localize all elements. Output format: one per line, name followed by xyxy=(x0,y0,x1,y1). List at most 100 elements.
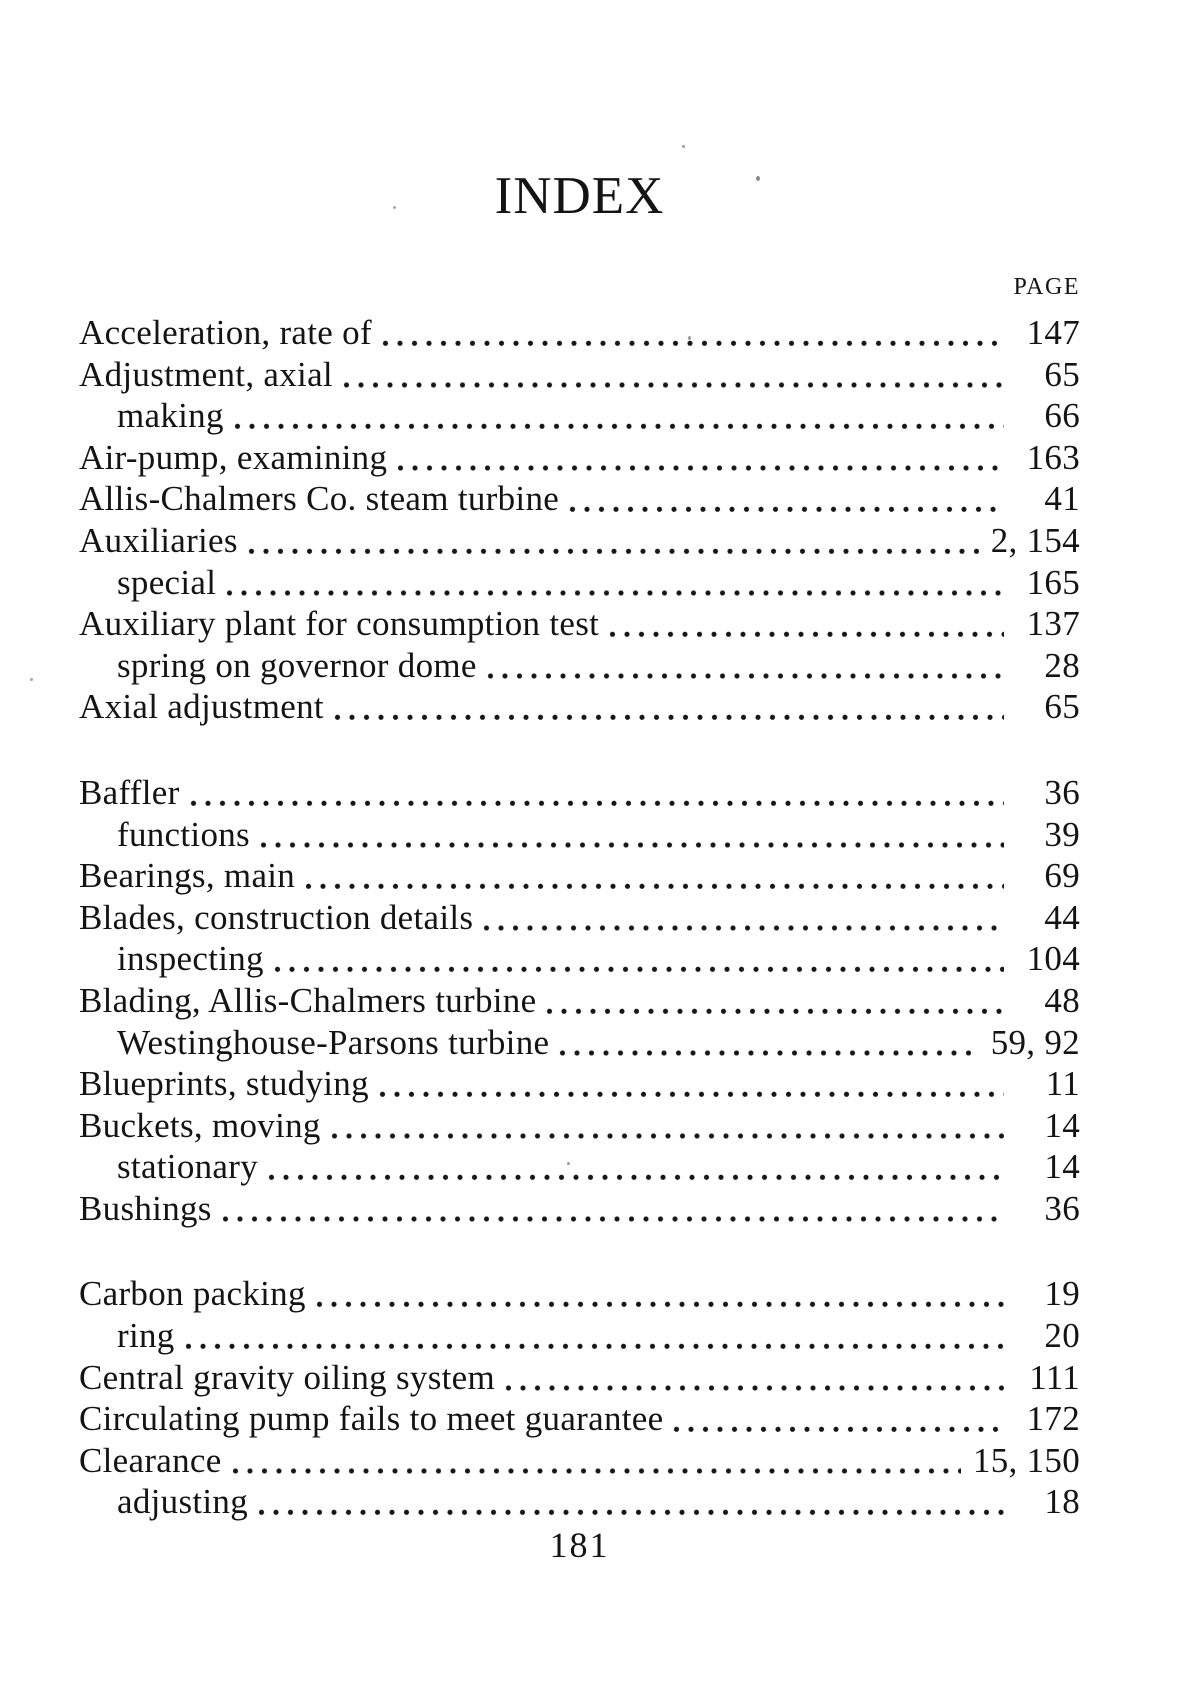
entry-page-number: 41 xyxy=(1044,479,1080,519)
index-entry-row: Blading, Allis-Chalmers turbine 48 xyxy=(79,979,1080,1022)
entry-page-number: 36 xyxy=(1044,772,1080,812)
entry-page-number: 36 xyxy=(1044,1188,1080,1228)
index-entry-row: making 66 xyxy=(79,395,1080,437)
dot-leader xyxy=(543,979,1004,1022)
dot-leader xyxy=(256,813,1004,856)
entry-page-number: 18 xyxy=(1044,1482,1080,1522)
entry-page-number: 39 xyxy=(1044,814,1080,854)
dot-leader xyxy=(223,561,1004,604)
scan-speck xyxy=(682,145,685,148)
entry-label: Buckets, moving xyxy=(79,1105,321,1145)
dot-leader xyxy=(244,519,979,562)
index-entry-row: Baffler 36 xyxy=(79,771,1080,814)
entry-page-number: 19 xyxy=(1044,1274,1080,1314)
entry-page-number: 44 xyxy=(1044,897,1080,937)
entry-label: special xyxy=(117,562,217,602)
dot-leader xyxy=(375,1063,1004,1105)
entry-page-number: 65 xyxy=(1044,354,1080,394)
scan-speck xyxy=(688,336,691,340)
index-entry-row: Central gravity oiling system 111 xyxy=(79,1356,1080,1399)
entry-label: Allis-Chalmers Co. steam turbine xyxy=(79,479,560,519)
dot-leader xyxy=(502,1356,1004,1399)
index-entry-row: inspecting 104 xyxy=(79,938,1080,980)
index-entry-row: Carbon packing 19 xyxy=(79,1273,1080,1316)
entry-page-number: 172 xyxy=(1026,1399,1080,1439)
dot-leader xyxy=(186,771,1004,814)
entry-label: Carbon packing xyxy=(79,1274,306,1314)
dot-leader xyxy=(378,312,1004,354)
entry-label: Auxiliaries xyxy=(79,520,238,560)
entry-page-number: 20 xyxy=(1044,1316,1080,1356)
folio-page-number: 181 xyxy=(549,1525,610,1565)
entry-page-number: 165 xyxy=(1026,562,1080,602)
entry-page-number: 48 xyxy=(1044,980,1080,1020)
entry-label: Clearance xyxy=(79,1440,222,1480)
index-entry-row: Adjustment, axial 65 xyxy=(79,353,1080,396)
entry-page-number: 147 xyxy=(1026,313,1080,352)
index-entry-row: Buckets, moving 14 xyxy=(79,1104,1080,1147)
dot-leader xyxy=(566,478,1004,520)
entry-label: spring on governor dome xyxy=(117,645,477,685)
entry-page-number: 2, 154 xyxy=(990,520,1080,560)
index-entry-row: Axial adjustment 65 xyxy=(79,686,1080,728)
entry-page-number: 11 xyxy=(1045,1064,1080,1104)
dot-leader xyxy=(312,1273,1004,1316)
index-entry-row: Allis-Chalmers Co. steam turbine 41 xyxy=(79,478,1080,520)
index-group: Carbon packing 19 ring 20 Central gravity oi… xyxy=(79,1273,1080,1524)
page-title: INDEX xyxy=(494,167,665,225)
page-content: INDEX PAGE Acceleration, rate of 147 Adjus… xyxy=(79,0,1080,1686)
entry-label: Central gravity oiling system xyxy=(79,1357,496,1397)
entry-label: Air-pump, examining xyxy=(79,437,388,477)
entry-label: Bearings, main xyxy=(79,856,296,896)
dot-leader xyxy=(181,1315,1004,1357)
entry-page-number: 28 xyxy=(1044,645,1080,685)
entry-page-number: 59, 92 xyxy=(990,1022,1080,1062)
dot-leader xyxy=(218,1187,1004,1230)
entry-page-number: 14 xyxy=(1044,1105,1080,1145)
scan-speck xyxy=(393,206,396,209)
dot-leader xyxy=(228,1439,961,1482)
dot-leader xyxy=(330,686,1004,728)
index-entry-row: special 165 xyxy=(79,561,1080,604)
entry-label: inspecting xyxy=(117,939,264,979)
index-entry-row: stationary 14 xyxy=(79,1146,1080,1188)
index-entry-row: Clearance 15, 150 xyxy=(79,1439,1080,1482)
index-entry-row: Blueprints, studying 11 xyxy=(79,1063,1080,1105)
entry-label: ring xyxy=(117,1316,175,1356)
entry-label: Auxiliary plant for consumption test xyxy=(79,604,600,644)
scan-speck xyxy=(567,1162,570,1165)
entry-page-number: 163 xyxy=(1026,437,1080,477)
entry-label: functions xyxy=(117,814,250,854)
entry-label: Acceleration, rate of xyxy=(79,313,372,352)
dot-leader xyxy=(302,855,1004,897)
entry-label: adjusting xyxy=(117,1482,249,1522)
index-entry-row: Auxiliary plant for consumption test 137 xyxy=(79,603,1080,645)
entry-label: making xyxy=(117,396,224,436)
entry-page-number: 14 xyxy=(1044,1147,1080,1187)
index-group: Baffler 36 functions 39 Bearings, main 69 Blad… xyxy=(79,771,1080,1230)
entry-label: Axial adjustment xyxy=(79,687,324,727)
index-group: Acceleration, rate of 147 Adjustment, axia… xyxy=(79,312,1080,728)
entry-label: stationary xyxy=(117,1147,259,1187)
entry-label: Blading, Allis-Chalmers turbine xyxy=(79,980,537,1020)
page-column-header: PAGE xyxy=(1013,274,1080,300)
index-list: Acceleration, rate of 147 Adjustment, axia… xyxy=(79,312,1080,1524)
dot-leader xyxy=(480,896,1004,939)
entry-page-number: 66 xyxy=(1044,396,1080,436)
scan-speck xyxy=(756,176,760,181)
dot-leader xyxy=(255,1481,1004,1524)
index-entry-row: adjusting 18 xyxy=(79,1481,1080,1524)
dot-leader xyxy=(339,353,1004,396)
entry-label: Blades, construction details xyxy=(79,897,474,937)
index-entry-row: ring 20 xyxy=(79,1315,1080,1357)
index-entry-row: Westinghouse-Parsons turbine 59, 92 xyxy=(79,1021,1080,1064)
index-entry-row: Bushings 36 xyxy=(79,1187,1080,1230)
index-entry-row: Acceleration, rate of 147 xyxy=(79,312,1080,354)
entry-page-number: 69 xyxy=(1044,856,1080,896)
entry-page-number: 15, 150 xyxy=(972,1440,1080,1480)
index-entry-row: Air-pump, examining 163 xyxy=(79,436,1080,479)
dot-leader xyxy=(327,1104,1004,1147)
entry-page-number: 104 xyxy=(1026,939,1080,979)
dot-leader xyxy=(556,1021,979,1064)
index-entry-row: Blades, construction details 44 xyxy=(79,896,1080,939)
